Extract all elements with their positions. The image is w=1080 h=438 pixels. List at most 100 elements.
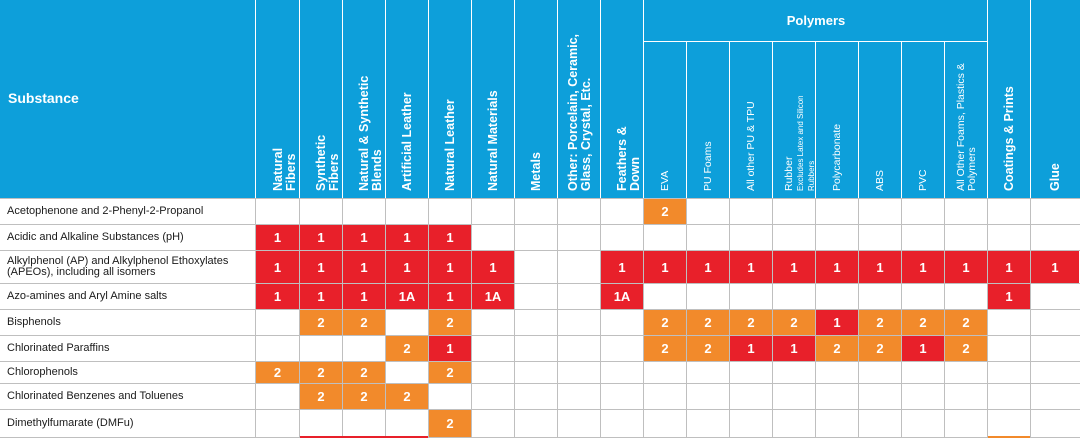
priority-1-cell: 1 [730,336,772,361]
priority-2-cell: 2 [386,384,428,409]
priority-1-cell: 1 [386,225,428,250]
priority-1-cell: 1 [601,251,643,283]
column-gridline [729,199,730,438]
column-header-label: Polycarbonate [831,123,843,191]
column-header: Natural Materials [486,90,500,191]
priority-1-cell: 1 [816,310,858,335]
substance-name: Bisphenols [7,316,61,328]
column-header: Rubber Excludes Latex and Silicon Rubbers [783,63,817,191]
header-divider [514,0,515,199]
header-divider [385,0,386,199]
header-divider [557,0,558,199]
column-header-label: PU Foams [702,141,714,191]
substance-header: Substance [8,90,79,106]
priority-2-cell: 2 [773,310,815,335]
header-divider [729,41,730,199]
header-divider [686,41,687,199]
column-header-label: Other: Porcelain, Ceramic, Glass, Crysta… [565,33,593,191]
column-header: PU Foams [702,141,714,191]
priority-2-cell: 2 [386,336,428,361]
priority-2-cell: 2 [256,362,299,383]
column-header: Artificial Leather [400,92,414,191]
column-header: EVA [659,171,671,191]
column-gridline [385,199,386,438]
row-gridline [0,250,1080,251]
column-header-label: Natural Materials [486,90,500,191]
priority-1-cell: 1 [429,336,471,361]
priority-1-cell: 1 [429,225,471,250]
priority-1-cell: 1 [256,284,299,309]
priority-1-cell: 1 [902,336,944,361]
priority-1-cell: 1 [644,251,686,283]
header-divider [428,0,429,199]
priority-2-cell: 2 [300,362,342,383]
column-gridline [255,199,256,438]
next-row-orange-hint [988,436,1030,438]
polymers-group-divider [644,41,988,42]
column-gridline [514,199,515,438]
substance-name: Dimethylfumarate (DMFu) [7,417,134,429]
priority-1-cell: 1 [988,251,1030,283]
substance-name: Azo-amines and Aryl Amine salts [7,290,168,302]
header-divider [772,41,773,199]
column-header: Synthetic Fibers [314,94,341,191]
column-header: Natural Leather [443,99,457,191]
column-gridline [858,199,859,438]
column-header: Other: Porcelain, Ceramic, Glass, Crysta… [565,16,593,191]
priority-1-cell: 1 [300,251,342,283]
priority-2-cell: 2 [300,384,342,409]
priority-1-cell: 1 [816,251,858,283]
column-header: Natural Fibers [271,107,298,191]
priority-1-cell: 1 [256,225,299,250]
column-header: ABS [874,169,886,191]
priority-2-cell: 2 [859,310,901,335]
substance-name: Chlorophenols [7,366,78,378]
column-header: PVC [917,169,929,191]
column-header-label: Natural & Synthetic Blends [357,75,384,191]
column-gridline [901,199,902,438]
priority-2-cell: 2 [902,310,944,335]
priority-2-cell: 2 [300,310,342,335]
priority-1-cell: 1 [256,251,299,283]
priority-2-cell: 2 [343,384,385,409]
column-header-label: Glue [1048,163,1062,191]
next-row-red-hint [300,436,428,438]
priority-1-cell: 1 [1031,251,1079,283]
priority-1-cell: 1 [773,251,815,283]
priority-2-cell: 2 [644,336,686,361]
row-gridline [0,361,1080,362]
column-header: Natural & Synthetic Blends [357,31,384,191]
header-divider [600,0,601,199]
priority-2-cell: 2 [945,336,987,361]
priority-1-cell: 1 [343,284,385,309]
substance-name: Chlorinated Benzenes and Toluenes [7,390,184,402]
column-gridline [557,199,558,438]
header-divider [815,41,816,199]
column-header-label: Synthetic Fibers [314,134,341,191]
priority-1-cell: 1 [300,225,342,250]
polymers-group-header: Polymers [786,13,846,28]
priority-2-cell: 2 [429,410,471,437]
column-header-label: Feathers & Down [615,126,642,191]
column-gridline [944,199,945,438]
column-header: Coatings & Prints [1002,86,1016,191]
column-gridline [772,199,773,438]
column-header: Glue [1048,163,1062,191]
row-gridline [0,335,1080,336]
column-header-label: ABS [874,169,886,191]
row-gridline [0,283,1080,284]
priority-1-cell: 1 [386,251,428,283]
priority-1-cell: 1A [601,284,643,309]
column-header-label: PVC [917,169,929,191]
row-gridline [0,224,1080,225]
substance-name: Acidic and Alkaline Substances (pH) [7,231,184,243]
column-gridline [342,199,343,438]
header-divider [342,0,343,199]
priority-2-cell: 2 [343,310,385,335]
priority-1-cell: 1A [386,284,428,309]
header-divider [944,41,945,199]
priority-1-cell: 1 [988,284,1030,309]
column-header-label: All other PU & TPU [745,101,757,191]
column-header: All Other Foams, Plastics & Polymers [955,51,978,191]
